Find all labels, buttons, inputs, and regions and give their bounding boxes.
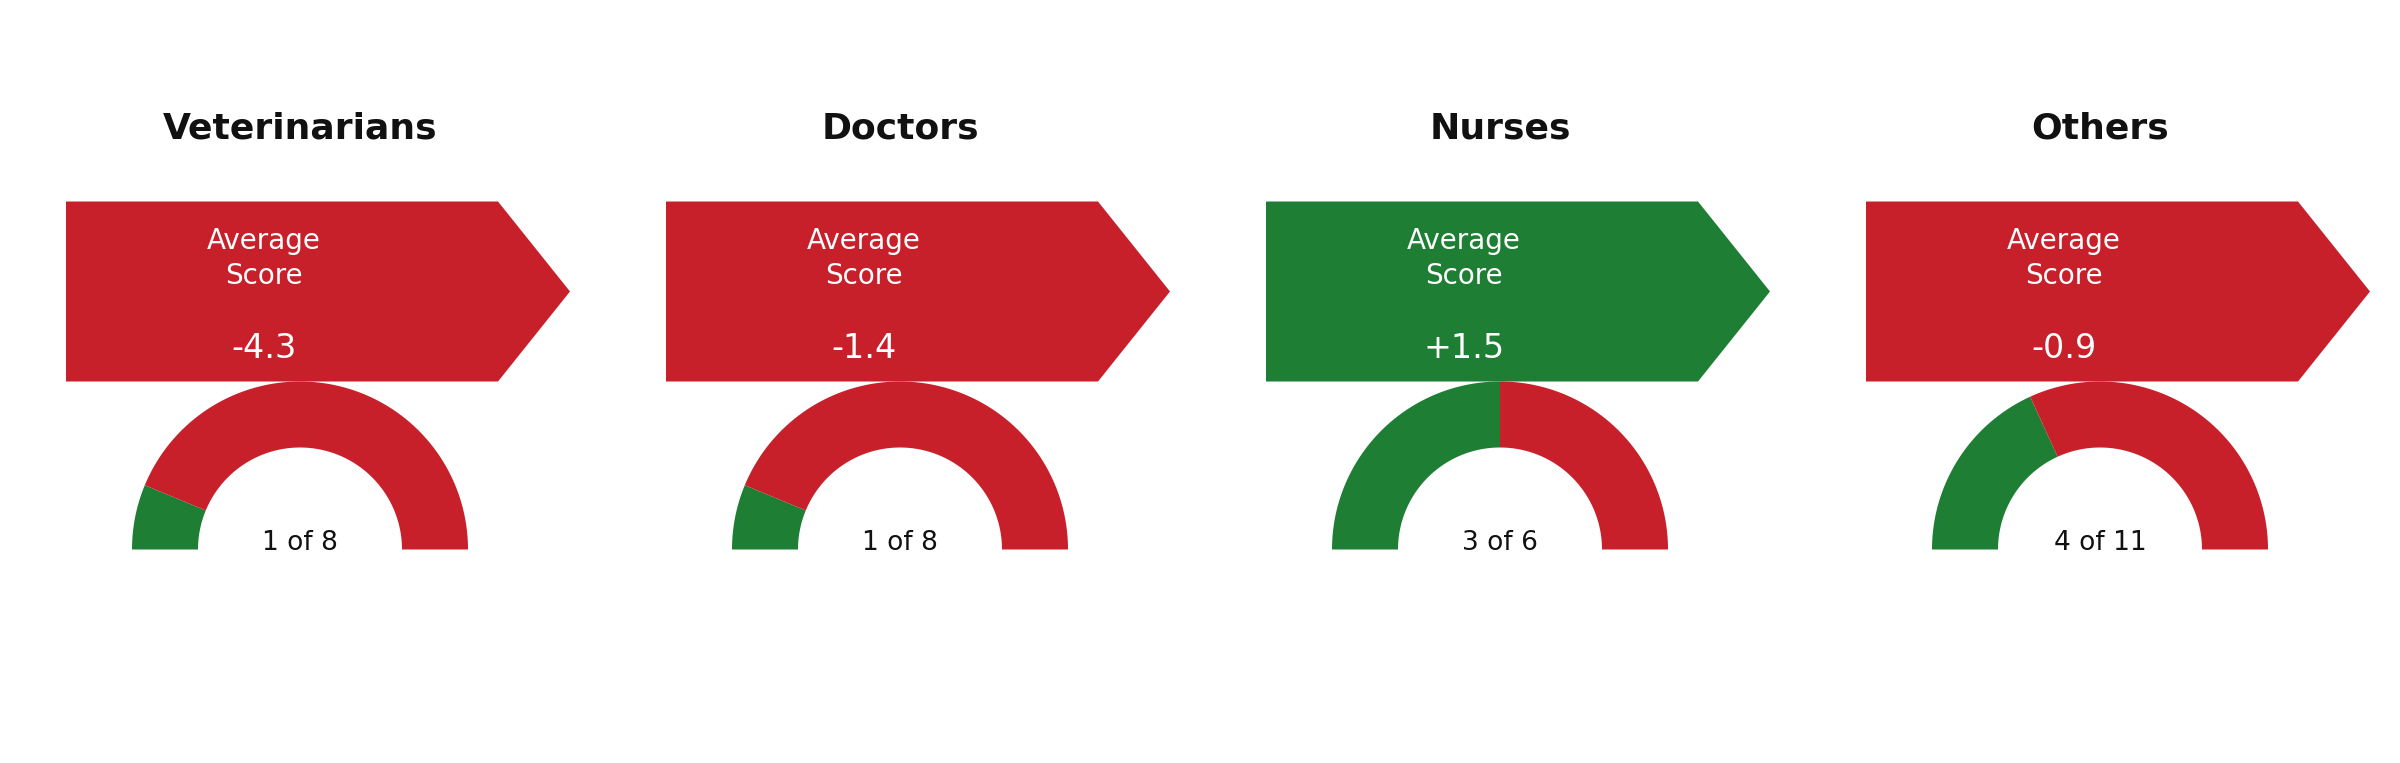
Polygon shape xyxy=(1332,382,1500,549)
Text: Nurses: Nurses xyxy=(1430,111,1570,146)
Text: Average
Score: Average Score xyxy=(206,227,322,290)
Polygon shape xyxy=(1867,201,2371,382)
Text: Average
Score: Average Score xyxy=(806,227,922,290)
Text: -1.4: -1.4 xyxy=(830,332,898,365)
Polygon shape xyxy=(144,382,468,549)
Text: Doctors: Doctors xyxy=(821,111,979,146)
Text: -4.3: -4.3 xyxy=(230,332,298,365)
Text: 4 of 11: 4 of 11 xyxy=(2054,530,2146,556)
Text: 1 of 8: 1 of 8 xyxy=(862,530,938,556)
Text: +1.5: +1.5 xyxy=(1423,332,1505,365)
Text: 3 of 6: 3 of 6 xyxy=(1462,530,1538,556)
Polygon shape xyxy=(744,382,1068,549)
Text: Average
Score: Average Score xyxy=(1406,227,1522,290)
Text: Average
Score: Average Score xyxy=(2006,227,2122,290)
Text: Veterinarians: Veterinarians xyxy=(163,111,437,146)
Polygon shape xyxy=(67,201,571,382)
Polygon shape xyxy=(732,485,806,549)
Polygon shape xyxy=(667,201,1171,382)
Text: -0.9: -0.9 xyxy=(2030,332,2098,365)
Polygon shape xyxy=(132,485,206,549)
Polygon shape xyxy=(1267,201,1771,382)
Polygon shape xyxy=(2030,382,2268,549)
Polygon shape xyxy=(1500,382,1668,549)
Text: Others: Others xyxy=(2030,111,2170,146)
Text: 1 of 8: 1 of 8 xyxy=(262,530,338,556)
Polygon shape xyxy=(1932,397,2057,549)
